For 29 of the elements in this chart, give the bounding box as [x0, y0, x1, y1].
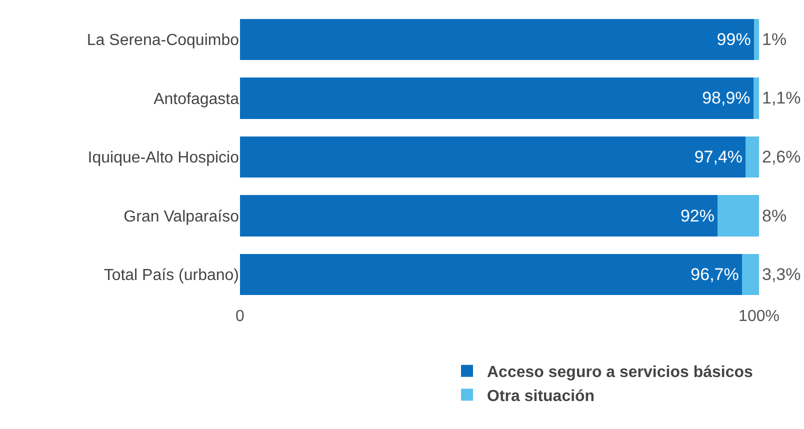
legend-label: Otra situación [487, 388, 595, 405]
y-tick-label: Total País (urbano) [104, 267, 239, 284]
data-label: 98,9% [702, 88, 750, 108]
data-label: 1% [762, 30, 787, 49]
data-label: 92% [680, 206, 714, 226]
data-label: 97,4% [694, 148, 743, 166]
y-tick-label: Iquique-Alto Hospicio [88, 150, 240, 167]
bar [746, 136, 759, 178]
data-label: 96,7% [690, 265, 739, 284]
data-label: 8% [762, 206, 787, 226]
bar [717, 195, 759, 236]
y-tick-label: Gran Valparaíso [124, 208, 240, 226]
data-label: 1,1% [762, 88, 801, 108]
y-tick-label: Antofagasta [154, 90, 240, 108]
bar [240, 78, 754, 119]
x-tick-label: 0 [236, 308, 245, 325]
data-label: 3,3% [762, 265, 801, 284]
y-tick-label: La Serena-Coquimbo [86, 32, 240, 49]
bar [240, 136, 746, 178]
bar [240, 18, 754, 60]
bar [240, 254, 742, 296]
x-tick-label: 100% [738, 308, 780, 325]
bar [742, 254, 759, 296]
bar [754, 18, 759, 60]
data-label: 2,6% [762, 148, 801, 166]
data-label: 99% [716, 30, 751, 49]
bar [753, 78, 759, 119]
bar [240, 195, 718, 236]
legend-label: Acceso seguro a servicios básicos [487, 364, 754, 382]
